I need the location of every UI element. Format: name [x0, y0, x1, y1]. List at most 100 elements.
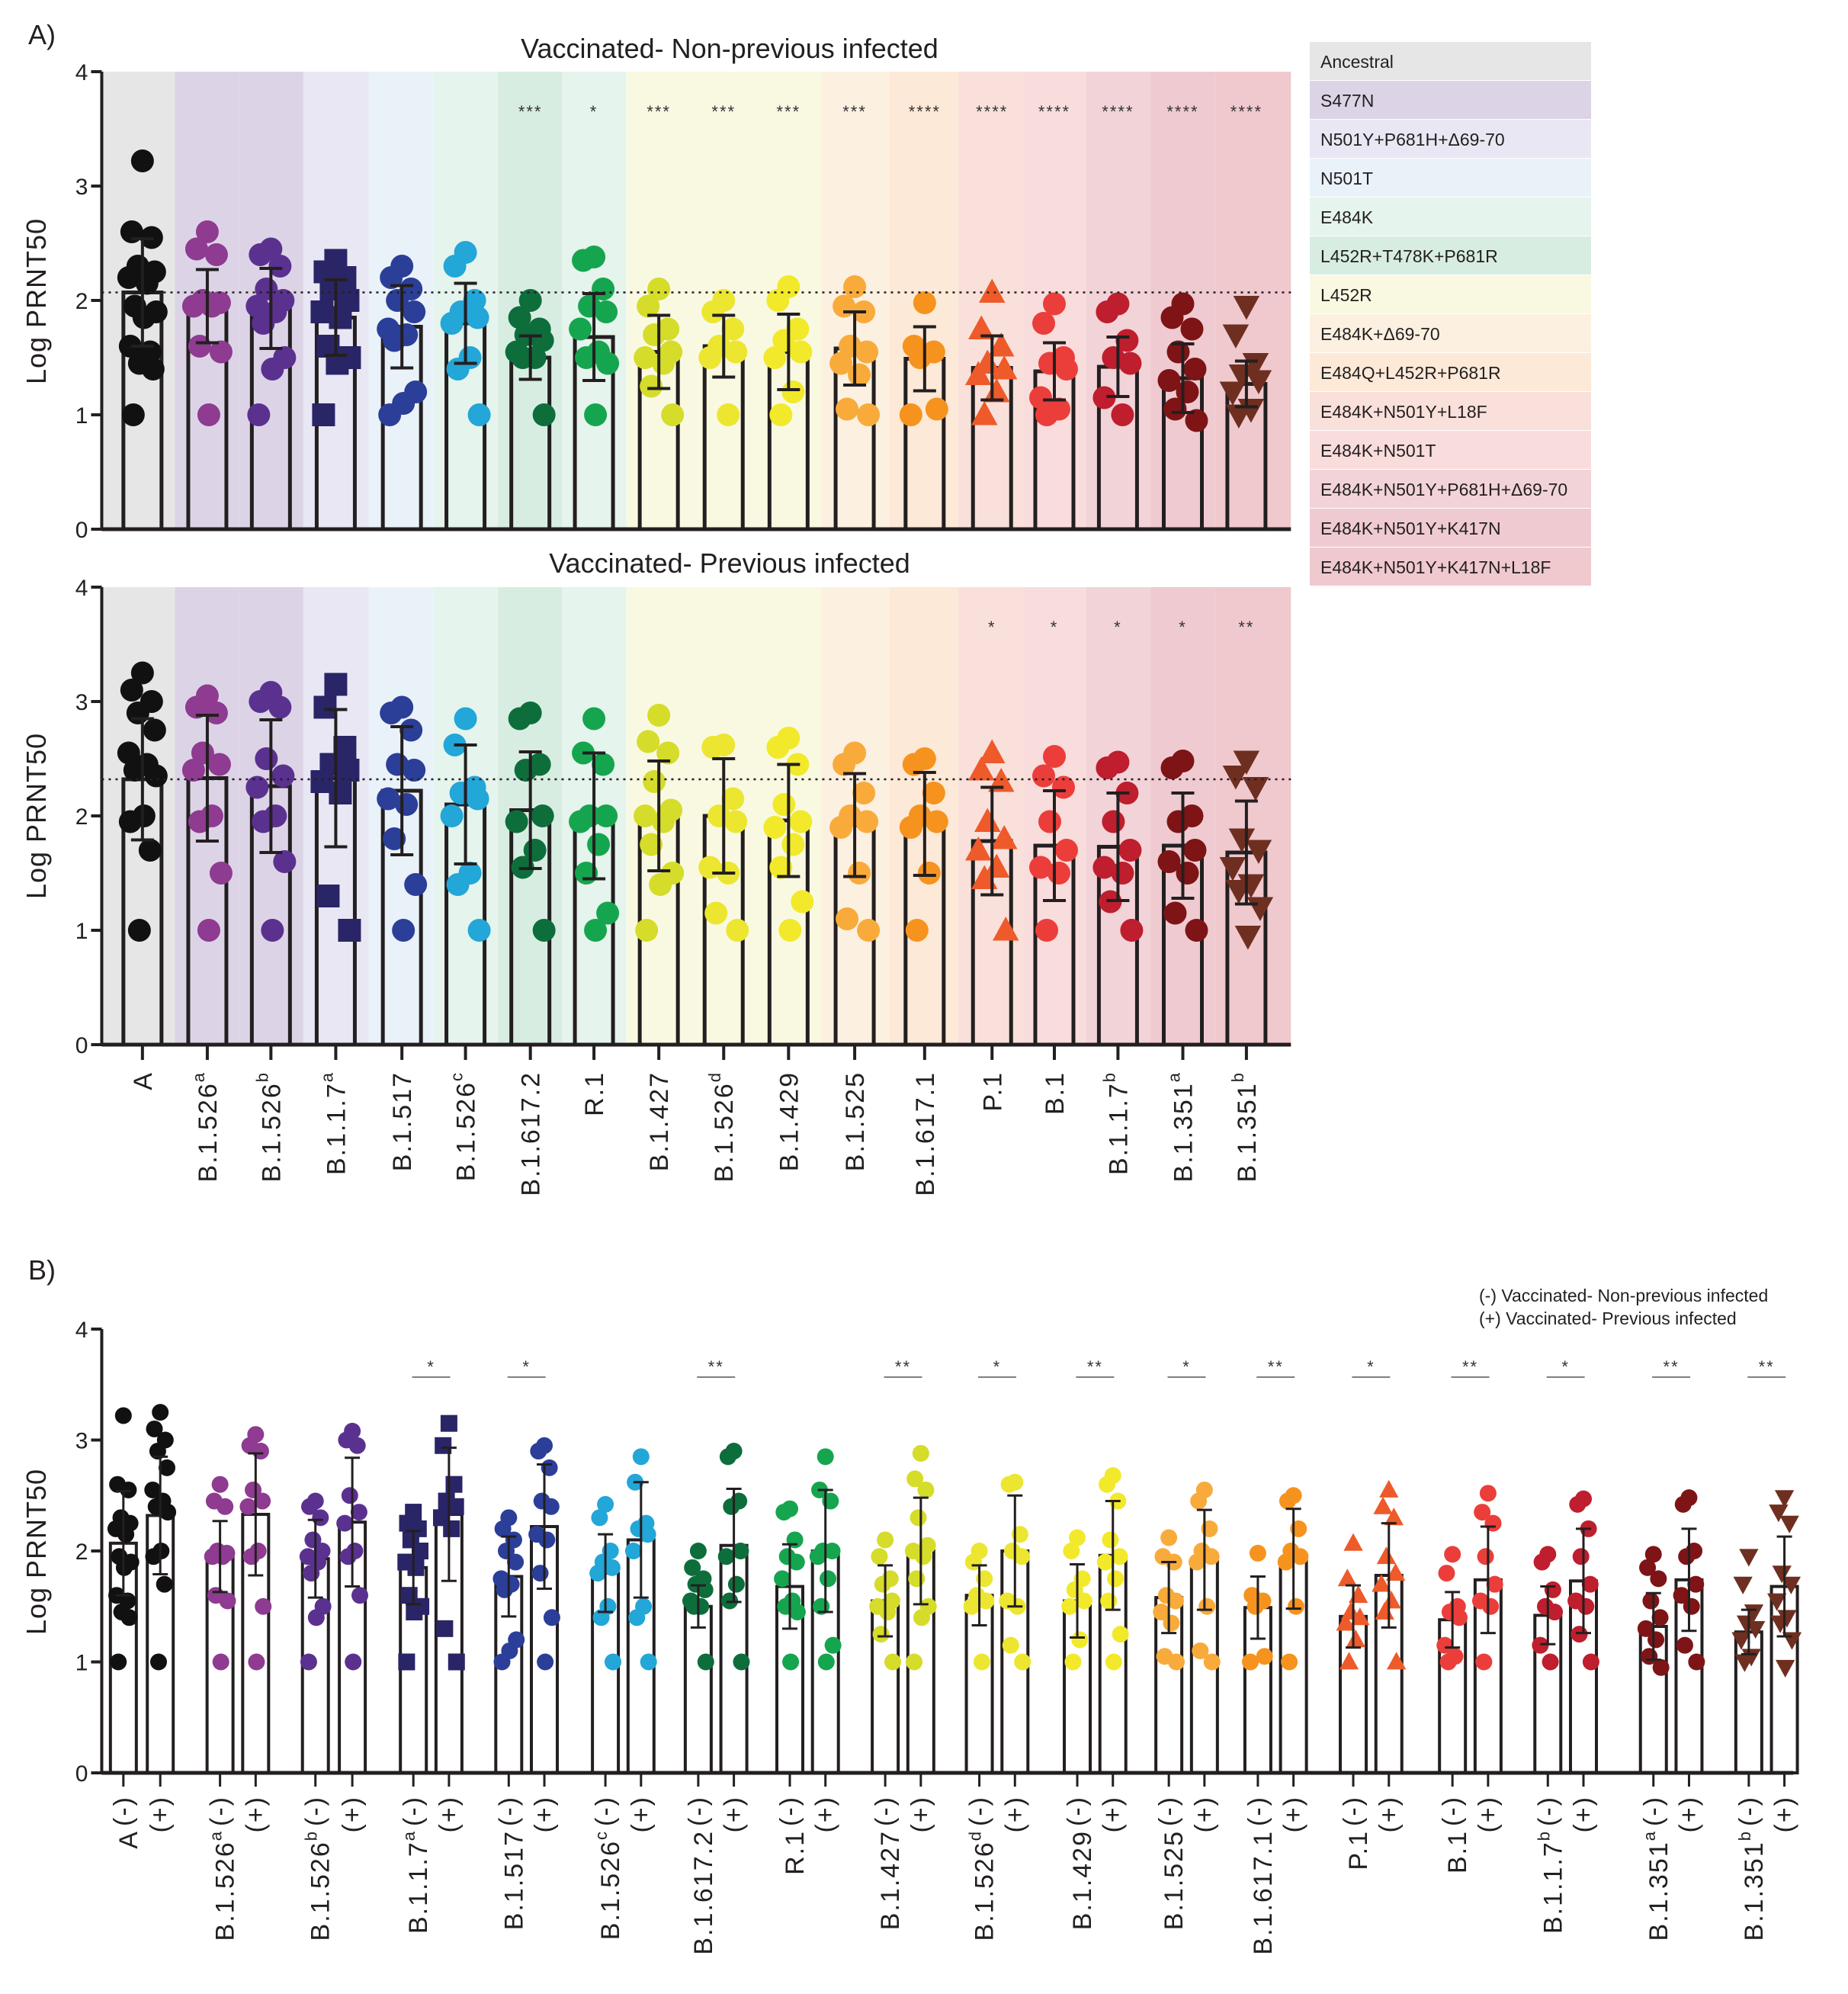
- group-label-neg: (-): [1154, 1796, 1183, 1826]
- data-point: [1188, 1553, 1205, 1571]
- data-point: [1438, 1565, 1455, 1582]
- data-point: [733, 1653, 750, 1671]
- data-point: [245, 775, 269, 799]
- significance-label: *: [1182, 1357, 1191, 1376]
- data-point: [855, 810, 879, 833]
- group-label-neg: (-): [1533, 1796, 1562, 1826]
- x-tick-label: B.1.526c: [592, 1830, 625, 1940]
- data-point: [181, 759, 205, 782]
- data-point: [1287, 1597, 1304, 1615]
- data-point: [1769, 1504, 1789, 1523]
- data-point: [1291, 1548, 1309, 1565]
- data-point: [1219, 857, 1246, 881]
- data-point: [824, 1636, 842, 1654]
- data-point: [239, 1498, 257, 1515]
- data-point: [380, 702, 403, 724]
- data-point: [1385, 1562, 1406, 1581]
- x-tick-label: B.1.1.7a: [399, 1830, 433, 1934]
- data-point: [508, 707, 531, 730]
- data-point: [217, 1498, 234, 1515]
- category-superscript: a: [189, 1071, 208, 1082]
- x-tick-label: B.1.525: [841, 1071, 870, 1171]
- legend-swatch: [1310, 197, 1591, 236]
- category-name: B.1.351: [1644, 1841, 1673, 1941]
- data-point: [913, 1609, 930, 1626]
- data-point: [721, 787, 745, 811]
- data-point: [395, 793, 419, 816]
- data-point: [245, 1481, 262, 1498]
- data-point: [993, 917, 1019, 941]
- data-point: [1781, 1576, 1801, 1594]
- y-tick-label: 3: [75, 175, 88, 200]
- data-point: [1256, 1648, 1273, 1665]
- significance-label: *: [1179, 618, 1187, 637]
- data-point: [149, 1443, 166, 1460]
- category-superscript: b: [1228, 1071, 1247, 1082]
- data-point: [448, 1653, 465, 1671]
- data-point: [1650, 1570, 1667, 1588]
- data-point: [781, 833, 805, 856]
- data-point: [1120, 919, 1144, 942]
- data-point: [726, 919, 749, 942]
- group-label-neg: (-): [206, 1796, 235, 1826]
- data-point: [138, 839, 162, 862]
- group-label-pos: (+): [1000, 1796, 1029, 1833]
- x-tick-label: B.1.351b: [1735, 1830, 1769, 1941]
- data-point: [1111, 1548, 1128, 1565]
- data-point: [635, 919, 659, 942]
- data-point: [110, 1653, 127, 1671]
- significance-label: ***: [842, 102, 867, 121]
- data-point: [589, 1565, 607, 1582]
- data-point: [704, 901, 728, 925]
- data-point: [117, 741, 140, 765]
- data-point: [159, 1504, 177, 1521]
- significance-label: **: [1664, 1357, 1680, 1376]
- data-point: [1031, 764, 1055, 788]
- data-point: [392, 919, 415, 942]
- data-point: [1096, 300, 1119, 323]
- group-label-neg: (-): [399, 1796, 428, 1826]
- data-point: [848, 363, 871, 387]
- data-point: [766, 289, 790, 312]
- data-point: [717, 403, 740, 426]
- x-tick-label: A: [129, 1071, 158, 1090]
- data-point: [1233, 750, 1260, 775]
- data-point: [871, 1548, 888, 1565]
- data-point: [698, 346, 722, 369]
- data-point: [1249, 1544, 1266, 1562]
- data-point: [1203, 1653, 1221, 1671]
- data-point: [905, 919, 929, 942]
- group-label-neg: (-): [1339, 1796, 1368, 1826]
- data-point: [836, 907, 859, 930]
- x-tick-label: A: [114, 1830, 143, 1849]
- legend-swatch: [1310, 275, 1591, 313]
- legend-swatch: [1310, 470, 1591, 508]
- legend-item-label: E484K+N501Y+P681H+Δ69-70: [1320, 480, 1567, 499]
- data-point: [922, 782, 945, 804]
- data-point: [440, 804, 464, 827]
- data-point: [1202, 1548, 1220, 1565]
- y-tick-label: 2: [75, 804, 88, 830]
- category-name: B.1: [1443, 1830, 1472, 1874]
- data-point: [1222, 766, 1250, 790]
- data-point: [977, 1592, 995, 1610]
- data-point: [963, 1597, 980, 1615]
- data-point: [538, 1531, 556, 1549]
- data-point: [1219, 381, 1246, 406]
- data-point: [1163, 1614, 1180, 1632]
- group-label-pos: (+): [627, 1796, 656, 1833]
- x-tick-label: B.1.525: [1160, 1830, 1189, 1930]
- data-point: [1384, 1508, 1404, 1526]
- data-point: [769, 403, 793, 426]
- legend-item-label: N501Y+P681H+Δ69-70: [1320, 130, 1505, 149]
- data-point: [1479, 1485, 1497, 1502]
- category-name: B.1.526: [306, 1841, 335, 1941]
- data-point: [592, 753, 615, 776]
- category-superscript: c: [448, 1071, 467, 1081]
- data-point: [440, 1414, 457, 1432]
- data-point: [596, 901, 620, 925]
- legend-item-label: E484K+N501T: [1320, 441, 1436, 461]
- data-point: [339, 1548, 357, 1565]
- data-point: [1096, 1553, 1114, 1571]
